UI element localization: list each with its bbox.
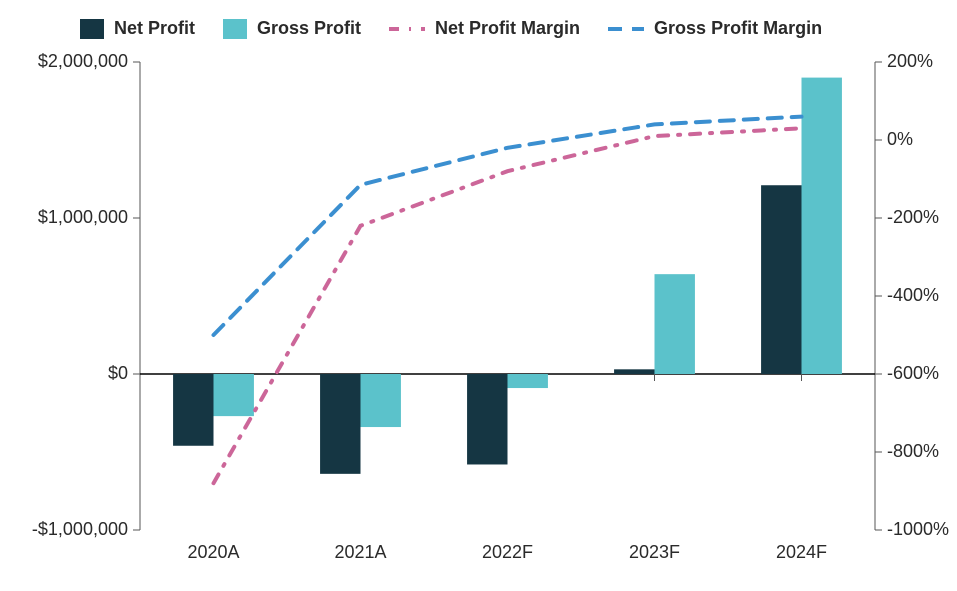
axis-tick-label: 2020A	[187, 542, 239, 563]
axis-tick-label: $1,000,000	[8, 207, 128, 228]
axis-tick-label: $2,000,000	[8, 51, 128, 72]
axis-tick-label: 2023F	[629, 542, 680, 563]
axis-tick-label: 0%	[887, 129, 913, 150]
axis-tick-label: -800%	[887, 441, 939, 462]
bar	[761, 185, 801, 374]
bar	[508, 374, 548, 388]
bar	[214, 374, 254, 416]
axis-tick-label: -1000%	[887, 519, 949, 540]
bar	[614, 369, 654, 374]
axis-tick-label: $0	[8, 363, 128, 384]
axis-tick-label: 2021A	[334, 542, 386, 563]
axis-tick-label: -400%	[887, 285, 939, 306]
bar	[655, 274, 695, 374]
bar	[802, 78, 842, 374]
chart-svg	[0, 0, 957, 591]
axis-tick-label: 2022F	[482, 542, 533, 563]
chart-container: Net Profit Gross Profit Net Profit Margi…	[0, 0, 957, 591]
bar	[467, 374, 507, 464]
axis-tick-label: -200%	[887, 207, 939, 228]
axis-tick-label: -$1,000,000	[8, 519, 128, 540]
bar	[361, 374, 401, 427]
axis-tick-label: 2024F	[776, 542, 827, 563]
bar	[173, 374, 213, 446]
trend-line	[214, 117, 802, 335]
axis-tick-label: 200%	[887, 51, 933, 72]
bar	[320, 374, 360, 474]
axis-tick-label: -600%	[887, 363, 939, 384]
